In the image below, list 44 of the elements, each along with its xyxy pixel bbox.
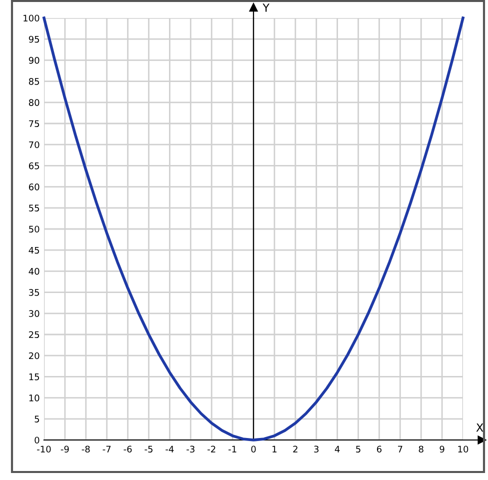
y-tick-label: 100 — [24, 14, 40, 22]
x-tick-label: 1 — [272, 446, 276, 452]
y-tick-label: 35 — [29, 289, 40, 296]
y-tick-label: 5 — [34, 416, 40, 422]
x-tick-label: -2 — [208, 446, 216, 452]
y-tick-label: 95 — [28, 36, 40, 43]
y-tick-label: 40 — [28, 268, 40, 275]
x-tick-label: 2 — [293, 446, 298, 452]
x-tick-label: 6 — [376, 446, 382, 453]
x-tick-label: 3 — [314, 446, 318, 453]
x-tick-label: -8 — [82, 446, 90, 453]
x-tick-label: 5 — [356, 446, 360, 453]
x-tick-label: -6 — [124, 446, 132, 453]
x-axis-title: X — [476, 423, 484, 432]
y-tick-label: 70 — [29, 141, 40, 148]
y-tick-label: 90 — [28, 56, 40, 64]
x-tick-label: -1 — [228, 446, 236, 452]
y-tick-label: 65 — [28, 162, 40, 170]
y-tick-label: 25 — [29, 331, 40, 338]
x-tick-label: -3 — [186, 446, 194, 453]
y-axis-title: Y — [262, 4, 270, 12]
x-tick-label: -4 — [166, 446, 174, 452]
x-tick-label: 9 — [440, 446, 444, 453]
x-tick-label: -9 — [60, 446, 69, 453]
y-tick-label: 80 — [28, 99, 40, 106]
x-tick-label: 10 — [458, 446, 468, 453]
y-tick-label: 15 — [29, 374, 40, 380]
y-tick-label: 50 — [29, 226, 40, 233]
x-tick-label: -7 — [102, 446, 111, 452]
x-tick-label: 8 — [418, 446, 424, 453]
y-tick-label: 0 — [34, 436, 40, 444]
y-tick-label: 30 — [29, 310, 40, 317]
y-tick-label: 85 — [28, 78, 40, 85]
y-tick-label: 55 — [29, 204, 40, 212]
x-tick-label: 4 — [334, 446, 340, 452]
x-tick-label: 7 — [398, 446, 402, 452]
y-tick-label: 10 — [29, 394, 40, 402]
y-tick-label: 20 — [29, 352, 40, 360]
y-tick-label: 60 — [28, 184, 40, 190]
y-tick-label: 75 — [29, 120, 40, 128]
y-tick-label: 45 — [28, 246, 40, 254]
x-tick-label: -10 — [37, 446, 51, 453]
x-tick-label: -5 — [144, 446, 152, 453]
x-tick-label: 0 — [251, 446, 256, 453]
